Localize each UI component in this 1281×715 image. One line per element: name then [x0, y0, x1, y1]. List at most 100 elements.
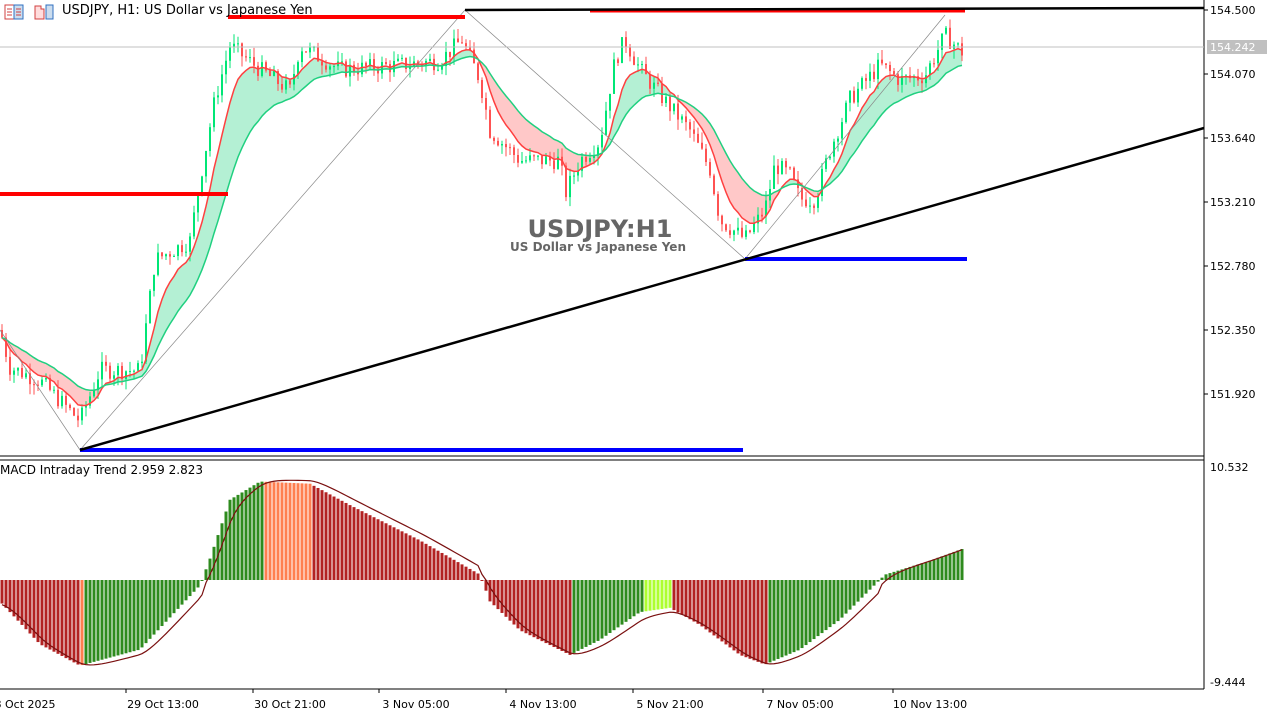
candle-body [533, 155, 535, 157]
macd-histogram-bar [192, 580, 196, 592]
candle-body [709, 162, 711, 176]
ma-ribbon-fill [30, 354, 34, 373]
macd-histogram-bar [424, 543, 428, 580]
macd-histogram-bar [272, 482, 276, 580]
macd-histogram-bar [416, 539, 420, 580]
ma-ribbon-fill [654, 76, 658, 95]
ma-ribbon-fill [162, 289, 166, 339]
macd-histogram-bar [696, 580, 700, 624]
ma-ribbon-fill [150, 328, 154, 364]
candle-body [941, 33, 943, 50]
macd-histogram-bar [308, 483, 312, 580]
ma-ribbon-fill [314, 58, 318, 80]
candle-body [329, 66, 331, 70]
candle-body [849, 90, 851, 103]
macd-histogram-bar [784, 580, 788, 656]
ma-ribbon-fill [722, 145, 726, 193]
candle-body [681, 116, 683, 120]
candle-body [593, 155, 595, 158]
candle-body [381, 62, 383, 74]
macd-histogram-bar [840, 580, 844, 618]
ma-ribbon-fill [238, 74, 242, 157]
macd-histogram-bar [172, 580, 176, 614]
candle-body [273, 71, 275, 76]
candle-body [165, 254, 167, 257]
macd-histogram-bar [336, 498, 340, 580]
macd-histogram-bar [408, 535, 412, 580]
candle-body [777, 165, 779, 175]
candle-body [277, 71, 279, 85]
macd-histogram-bar [112, 580, 116, 657]
candle-body [461, 42, 463, 44]
macd-histogram-bar [144, 580, 148, 644]
macd-histogram-bar [388, 525, 392, 580]
macd-histogram-bar [660, 580, 664, 609]
macd-histogram-bar [672, 580, 676, 611]
ma-ribbon-fill [930, 72, 934, 88]
candle-body [785, 161, 787, 168]
candle-body [653, 82, 655, 89]
ma-ribbon-fill [878, 79, 882, 120]
ma-ribbon-fill [874, 84, 878, 126]
ma-ribbon-fill [690, 104, 694, 118]
macd-histogram-bar [52, 580, 56, 652]
macd-histogram-bar [8, 580, 12, 613]
macd-histogram-bar [44, 580, 48, 648]
template-icon[interactable] [34, 4, 54, 20]
macd-histogram-bar [40, 580, 44, 646]
macd-histogram-bar [456, 562, 460, 580]
candle-body [449, 51, 451, 58]
candle-body [629, 46, 631, 57]
macd-histogram-bar [604, 580, 608, 636]
macd-histogram-bar [328, 494, 332, 580]
candle-body [753, 223, 755, 233]
ma-ribbon-fill [950, 50, 954, 72]
candle-body [13, 370, 15, 375]
candle-body [537, 155, 539, 157]
chart-menu-icon[interactable] [4, 4, 24, 20]
macd-histogram-bar [728, 580, 732, 648]
macd-histogram-bar [496, 580, 500, 610]
macd-histogram-bar [664, 580, 668, 609]
candle-body [365, 62, 367, 67]
current-price-label: 154.242 [1210, 41, 1256, 54]
macd-histogram-bar [304, 483, 308, 580]
macd-histogram-bar [268, 481, 272, 580]
ma-ribbon-fill [890, 75, 894, 107]
macd-histogram-bar [724, 580, 728, 645]
macd-histogram-bar [868, 580, 872, 590]
candle-body [813, 205, 815, 208]
candle-body [233, 43, 235, 48]
macd-histogram-bar [108, 580, 112, 658]
ma-ribbon-fill [82, 388, 86, 406]
candle-body [873, 71, 875, 80]
macd-histogram-bar [288, 482, 292, 580]
ma-ribbon-fill [310, 58, 314, 83]
ma-ribbon-fill [514, 105, 518, 142]
ma-ribbon-fill [838, 153, 842, 177]
candle-body [457, 38, 459, 43]
candle-body [189, 236, 191, 252]
macd-histogram-bar [244, 490, 248, 580]
macd-histogram-bar [344, 502, 348, 580]
candle-body [749, 230, 751, 233]
ma-ribbon-fill [466, 49, 470, 58]
macd-histogram-bar [100, 580, 104, 660]
macd-histogram-bar [180, 580, 184, 605]
y-tick-label: 153.640 [1210, 132, 1256, 145]
ma-ribbon-fill [158, 299, 162, 347]
macd-histogram-bar [912, 565, 916, 580]
ma-ribbon-fill [226, 102, 230, 195]
ma-ribbon-fill [906, 76, 910, 98]
candle-body [333, 66, 335, 68]
ma-ribbon-fill [550, 136, 554, 160]
macd-histogram-bar [540, 580, 544, 642]
macd-histogram-bar [808, 580, 812, 643]
macd-histogram-bar [600, 580, 604, 639]
ma-ribbon-fill [510, 100, 514, 136]
ma-ribbon-fill [642, 69, 646, 99]
macd-histogram-bar [160, 580, 164, 627]
candle-body [25, 373, 27, 378]
